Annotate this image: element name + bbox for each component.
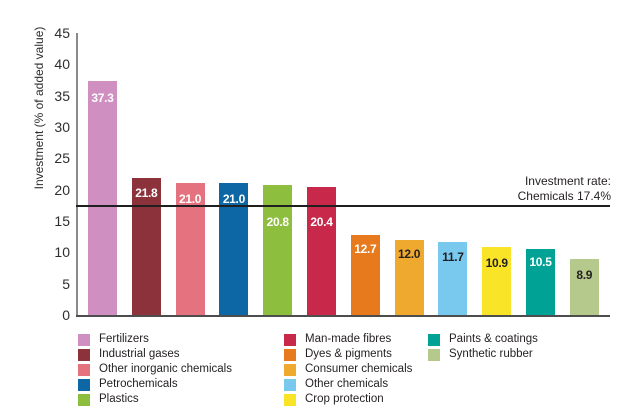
legend-item: Man-made fibres <box>284 333 391 346</box>
bar: 21.8 <box>131 178 161 315</box>
legend-item: Petrochemicals <box>78 378 178 391</box>
y-tick-label: 25 <box>54 150 70 167</box>
legend-item-label: Fertilizers <box>99 333 149 345</box>
bar: 12.7 <box>350 235 380 315</box>
bar-value-label: 8.9 <box>576 268 593 283</box>
bar: 10.5 <box>526 249 555 315</box>
y-tick-label: 35 <box>54 87 70 104</box>
legend-swatch <box>78 333 90 346</box>
y-tick-label: 20 <box>54 181 70 198</box>
legend-item: Crop protection <box>284 393 384 406</box>
legend-item: Dyes & pigments <box>284 348 392 361</box>
bar: 10.9 <box>482 246 512 315</box>
bar-value-label: 20.4 <box>310 215 333 230</box>
legend-item: Industrial gases <box>78 348 180 361</box>
legend-swatch <box>428 348 440 361</box>
bar: 21.0 <box>219 183 249 315</box>
y-tick-label: 15 <box>54 213 70 229</box>
bar: 37.3 <box>88 81 117 315</box>
legend-item-label: Synthetic rubber <box>449 348 533 360</box>
legend-item: Other inorganic chemicals <box>78 363 232 376</box>
annotation-line-1: Investment rate: <box>524 174 611 188</box>
legend-item-label: Plastics <box>99 393 139 405</box>
legend-item-label: Paints & coatings <box>449 333 538 345</box>
x-axis-line <box>76 315 610 317</box>
legend-swatch <box>284 363 296 376</box>
legend-item: Plastics <box>78 393 139 406</box>
bar-value-label: 21.8 <box>135 186 158 201</box>
legend-item: Paints & coatings <box>428 333 538 346</box>
legend-swatch <box>284 348 296 361</box>
legend-swatch <box>284 393 296 406</box>
legend-swatch <box>78 393 90 406</box>
legend-swatch <box>78 378 90 391</box>
bar-value-label: 37.3 <box>91 91 114 106</box>
legend-item: Consumer chemicals <box>284 363 412 376</box>
reference-line-annotation: Investment rate: Chemicals 17.4% <box>518 174 611 203</box>
y-tick-label: 0 <box>62 307 70 323</box>
legend-swatch <box>428 333 440 346</box>
bar-value-label: 21.0 <box>179 192 202 207</box>
legend-item: Synthetic rubber <box>428 348 533 361</box>
bar: 8.9 <box>569 259 599 315</box>
bar: 12.0 <box>394 239 424 315</box>
legend-item-label: Other chemicals <box>305 378 389 390</box>
bar: 11.7 <box>438 241 468 315</box>
legend-swatch <box>284 333 296 346</box>
legend-item: Other chemicals <box>284 378 388 391</box>
bar-value-label: 21.0 <box>222 192 245 207</box>
legend-swatch <box>78 363 90 376</box>
bar: 21.0 <box>175 183 205 315</box>
legend-item-label: Dyes & pigments <box>305 348 392 360</box>
y-tick-label: 45 <box>54 25 70 41</box>
reference-line <box>76 204 610 207</box>
annotation-line-2: Chemicals 17.4% <box>517 188 611 203</box>
y-tick-label: 30 <box>54 119 70 135</box>
y-tick-label: 10 <box>54 244 70 261</box>
bar-value-label: 10.5 <box>529 255 552 270</box>
bar-value-label: 12.0 <box>398 246 421 261</box>
legend-item-label: Consumer chemicals <box>305 363 413 375</box>
y-axis-line <box>76 33 78 317</box>
legend-item-label: Petrochemicals <box>99 378 178 390</box>
bar-value-label: 20.8 <box>266 214 289 229</box>
legend-item-label: Crop protection <box>305 393 384 405</box>
bar-value-label: 10.9 <box>485 255 508 270</box>
y-tick-label: 40 <box>54 56 70 73</box>
legend-item: Fertilizers <box>78 333 149 346</box>
legend-item-label: Industrial gases <box>99 348 180 360</box>
legend-swatch <box>78 348 90 361</box>
legend-item-label: Man-made fibres <box>305 333 392 345</box>
y-tick-label: 5 <box>62 275 70 292</box>
bar-value-label: 11.7 <box>442 249 464 264</box>
bar-value-label: 12.7 <box>354 242 377 257</box>
legend-swatch <box>284 378 296 391</box>
legend-item-label: Other inorganic chemicals <box>99 363 232 375</box>
bar: 20.4 <box>307 187 336 315</box>
